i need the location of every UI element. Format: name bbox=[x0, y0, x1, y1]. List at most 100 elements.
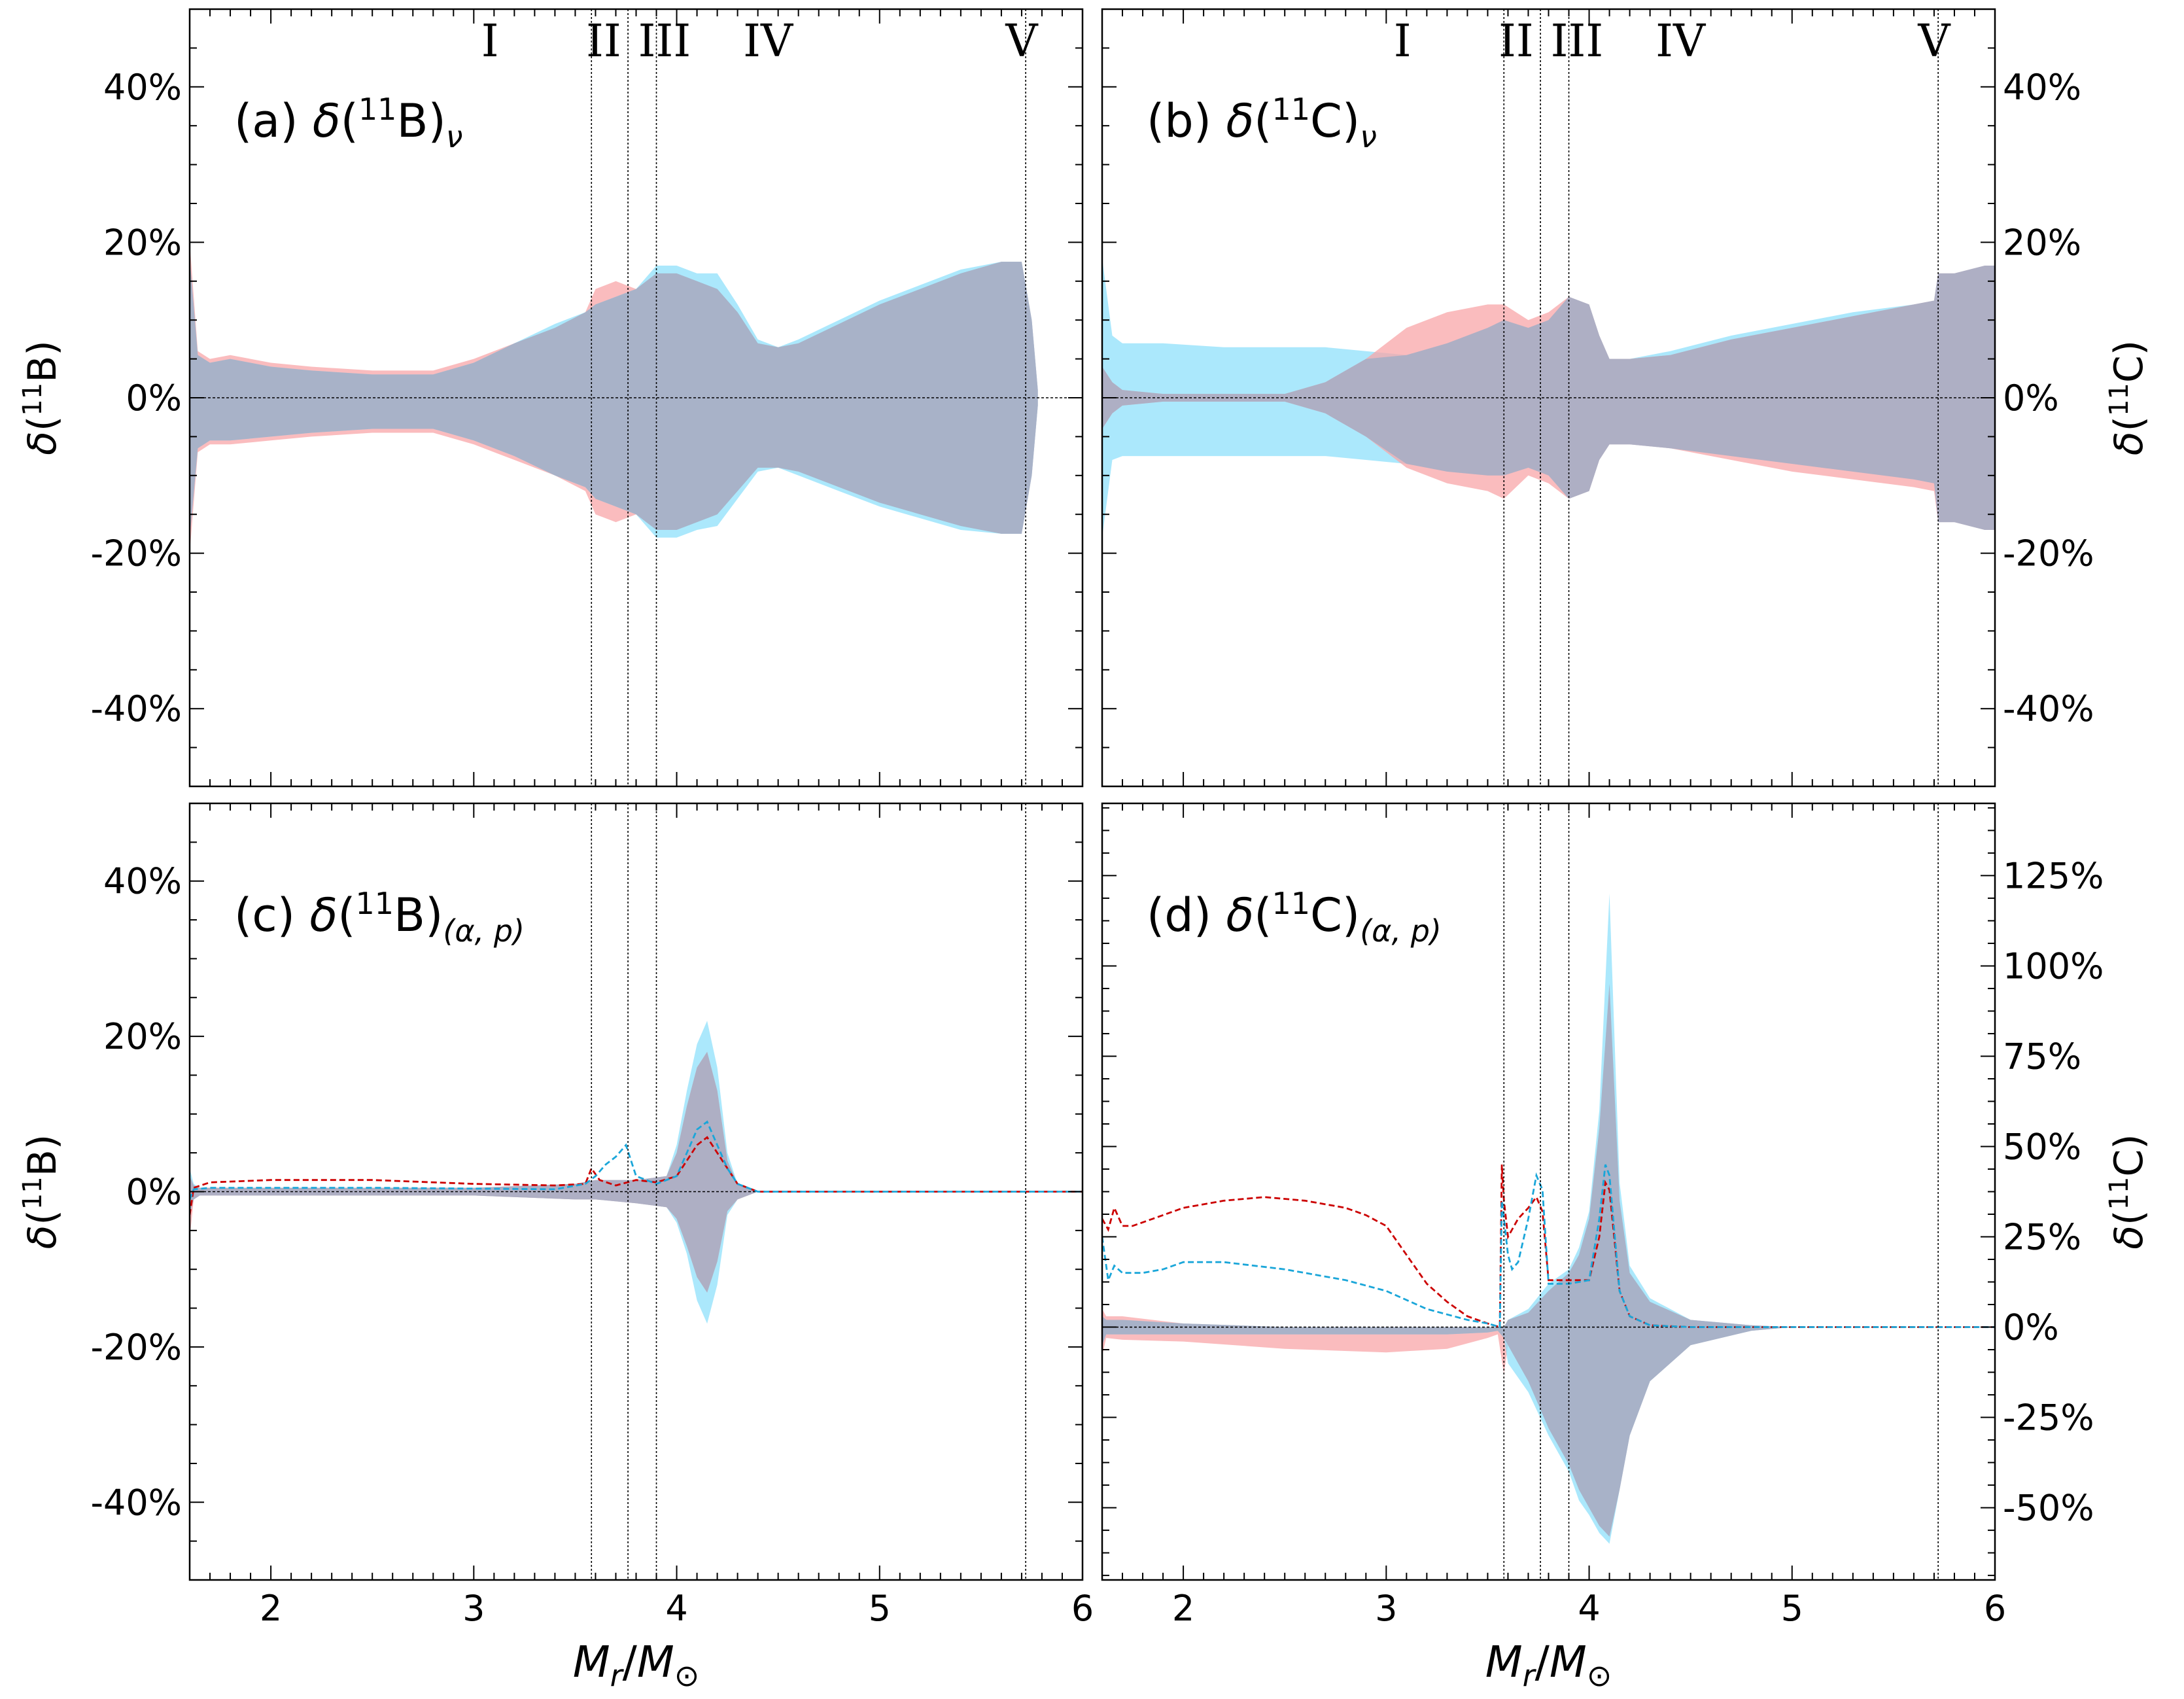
panel-label-paren: ( bbox=[1254, 888, 1272, 942]
y-tick-label: -50% bbox=[2003, 1488, 2094, 1529]
x-tick-label: 3 bbox=[462, 1588, 485, 1629]
panel-label-element: C bbox=[1310, 888, 1342, 942]
y-axis-label-paren-close: ) bbox=[2106, 1134, 2152, 1149]
panel-label-mass: 11 bbox=[358, 92, 397, 127]
region-label: V bbox=[1917, 16, 1951, 67]
y-tick-label: -40% bbox=[90, 1482, 182, 1523]
x-axis-label: Mr/M⊙ bbox=[573, 1637, 700, 1693]
y-tick-label: 0% bbox=[2003, 1307, 2059, 1348]
panel-label: (c) δ(11B)(α, p) bbox=[234, 886, 525, 949]
y-axis-label: δ(11C) bbox=[2104, 1134, 2152, 1249]
y-axis-label-paren: ( bbox=[2106, 416, 2152, 431]
y-axis-label-paren-close: ) bbox=[20, 340, 65, 355]
band-overlap bbox=[190, 258, 1038, 538]
y-axis-label-element: B bbox=[20, 356, 65, 383]
panel-label-element: B bbox=[394, 888, 425, 942]
y-axis-label: δ(11B) bbox=[18, 1134, 65, 1250]
panel-label-subscript: ν bbox=[446, 119, 463, 154]
x-tick-label: 6 bbox=[1984, 1588, 2006, 1629]
y-tick-label: 75% bbox=[2003, 1036, 2081, 1077]
region-label: IV bbox=[743, 16, 794, 67]
x-axis-label-slash: / bbox=[1535, 1637, 1550, 1687]
region-label: III bbox=[1551, 16, 1604, 67]
panel-label-prefix: (d) bbox=[1147, 888, 1226, 942]
y-axis-label-delta: δ bbox=[20, 431, 65, 455]
plot-area bbox=[190, 242, 1083, 553]
y-tick-label: -40% bbox=[2003, 688, 2094, 729]
panel-label-prefix: (c) bbox=[234, 888, 309, 942]
y-tick-label: 0% bbox=[2003, 377, 2059, 419]
y-tick-label: 40% bbox=[2003, 67, 2081, 108]
x-axis-label-main: M bbox=[573, 1637, 610, 1687]
panel-label-subscript: ν bbox=[1360, 119, 1377, 154]
y-tick-label: 50% bbox=[2003, 1126, 2081, 1167]
band-first bbox=[1102, 984, 1995, 1537]
panel-label-element: B bbox=[396, 94, 428, 148]
panel-d: -50%-25%0%25%50%75%100%125%2 3 4 5 6Mr/M⊙(d)… bbox=[1101, 802, 2152, 1693]
panel-label-delta: δ bbox=[1226, 94, 1254, 148]
panel-label-subscript: (α, p) bbox=[1360, 913, 1442, 949]
panel-c: -40%-20%0%20%40%2 3 4 5 6Mr/M⊙(c) δ(11B)(α, … bbox=[18, 802, 1094, 1693]
panel-label-delta: δ bbox=[309, 888, 338, 942]
x-axis-label-slash: / bbox=[623, 1637, 638, 1687]
dashed-curve-0 bbox=[1102, 1165, 1995, 1329]
panel-a: -40%-20%0%20%40%(a) δ(11B)νδ(11B)I II III I… bbox=[18, 8, 1084, 788]
x-axis-label-main2: M bbox=[637, 1637, 674, 1687]
y-axis-label-delta: δ bbox=[2106, 431, 2152, 455]
panel-label: (d) δ(11C)(α, p) bbox=[1147, 886, 1442, 949]
band-second bbox=[190, 1051, 1083, 1293]
panel-label-paren: ( bbox=[338, 888, 355, 942]
y-axis-label-delta: δ bbox=[2106, 1225, 2152, 1250]
y-axis-label-mass: 11 bbox=[2104, 1177, 2134, 1210]
panel-label-element: C bbox=[1310, 94, 1342, 148]
panel-label-delta: δ bbox=[1226, 888, 1254, 942]
band-overlap bbox=[190, 1051, 1083, 1293]
plot-area bbox=[1102, 894, 1995, 1544]
panel-label: (a) δ(11B)ν bbox=[234, 92, 463, 154]
band-overlap bbox=[1102, 984, 1995, 1537]
panel-label-paren: ( bbox=[341, 94, 358, 148]
y-axis-label-mass: 11 bbox=[18, 383, 48, 416]
y-axis-label-paren: ( bbox=[20, 416, 65, 431]
region-label: V bbox=[1005, 16, 1039, 67]
panel-label-mass: 11 bbox=[1272, 886, 1310, 921]
y-axis-label-element: C bbox=[2106, 355, 2152, 383]
dashed-curve-0 bbox=[190, 1136, 1083, 1216]
x-axis-label-main: M bbox=[1485, 1637, 1523, 1687]
band-first bbox=[190, 1021, 1083, 1324]
y-axis-label-paren-close: ) bbox=[20, 1134, 65, 1149]
y-tick-label: 20% bbox=[2003, 222, 2081, 263]
x-axis-label-main2: M bbox=[1550, 1637, 1587, 1687]
y-tick-label: 0% bbox=[126, 1172, 182, 1213]
panel-label-prefix: (a) bbox=[234, 94, 313, 148]
panel-label: (b) δ(11C)ν bbox=[1147, 92, 1377, 154]
x-tick-label: 2 bbox=[260, 1588, 282, 1629]
panel-b: -40%-20%0%20%40%(b) δ(11C)νδ(11C)I II III I… bbox=[1101, 8, 2152, 788]
panel-label-paren-close: ) bbox=[1342, 888, 1360, 942]
x-axis-label-sub: r bbox=[610, 1658, 625, 1693]
y-axis-label-mass: 11 bbox=[18, 1176, 48, 1210]
plot-area bbox=[190, 1021, 1083, 1324]
region-label: I bbox=[481, 16, 499, 67]
region-label: III bbox=[638, 16, 691, 67]
y-tick-label: -20% bbox=[2003, 533, 2094, 574]
region-label: II bbox=[586, 16, 621, 67]
x-tick-label: 4 bbox=[665, 1588, 687, 1629]
y-axis-label-paren: ( bbox=[20, 1210, 65, 1225]
y-axis-label-paren-close: ) bbox=[2106, 340, 2152, 355]
y-axis-label-mass: 11 bbox=[2104, 383, 2134, 416]
panel-label-paren: ( bbox=[1254, 94, 1272, 148]
y-tick-label: 125% bbox=[2003, 855, 2104, 896]
y-tick-label: 20% bbox=[103, 222, 182, 263]
x-tick-label: 6 bbox=[1071, 1588, 1094, 1629]
region-label: II bbox=[1499, 16, 1534, 67]
y-tick-label: 100% bbox=[2003, 945, 2104, 987]
region-label: IV bbox=[1655, 16, 1707, 67]
y-tick-label: 40% bbox=[103, 861, 182, 902]
panel-label-mass: 11 bbox=[356, 886, 394, 921]
panel-label-prefix: (b) bbox=[1147, 94, 1226, 148]
x-axis-label-sub: r bbox=[1523, 1658, 1537, 1693]
x-axis-label-sub2: ⊙ bbox=[1587, 1658, 1612, 1693]
plot-area bbox=[1102, 258, 1995, 538]
